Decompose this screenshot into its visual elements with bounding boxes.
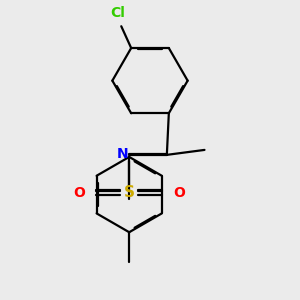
Text: O: O: [173, 185, 185, 200]
Text: N: N: [116, 147, 128, 161]
Text: O: O: [74, 185, 85, 200]
Text: Cl: Cl: [110, 6, 125, 20]
Text: S: S: [124, 185, 135, 200]
